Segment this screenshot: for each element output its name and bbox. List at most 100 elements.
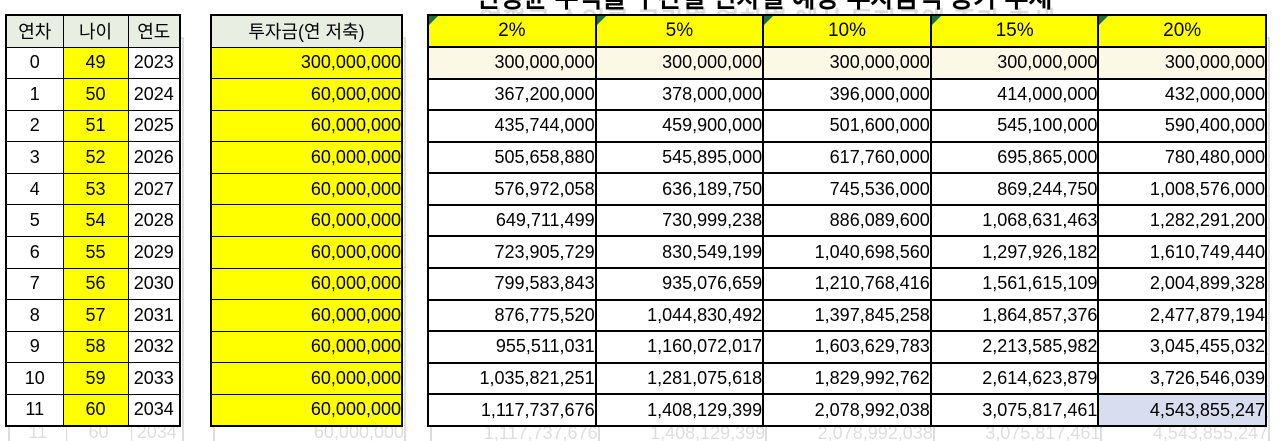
cell[interactable]: 2,614,623,879 (929, 361, 1100, 396)
cell[interactable]: 1 (5, 78, 64, 111)
cell[interactable]: 1,408,129,399 (594, 393, 765, 427)
header-rate-15pct[interactable]: 15% (929, 14, 1100, 48)
cell[interactable]: 4 (5, 172, 64, 206)
cell[interactable]: 1,210,768,416 (762, 267, 932, 301)
cell[interactable]: 799,583,843 (427, 267, 597, 301)
cell[interactable]: 723,905,729 (427, 235, 597, 270)
cell[interactable]: 780,480,000 (1097, 140, 1267, 175)
cell[interactable]: 6 (5, 235, 64, 269)
cell[interactable]: 1,397,845,258 (762, 298, 932, 333)
cell[interactable]: 1,068,631,463 (929, 203, 1100, 238)
cell[interactable]: 56 (62, 267, 129, 301)
cell[interactable]: 1,040,698,560 (762, 235, 932, 270)
cell[interactable]: 49 (62, 46, 129, 80)
cell[interactable]: 2034 (127, 393, 181, 427)
cell[interactable]: 505,658,880 (427, 140, 597, 175)
cell[interactable]: 955,511,031 (427, 330, 597, 364)
cell[interactable]: 745,536,000 (762, 172, 932, 206)
cell[interactable]: 432,000,000 (1097, 77, 1267, 112)
cell[interactable]: 2,213,585,982 (929, 330, 1100, 364)
cell[interactable]: 60,000,000 (210, 204, 403, 237)
cell[interactable]: 1,561,615,109 (929, 267, 1100, 301)
cell[interactable]: 869,244,750 (929, 172, 1100, 206)
cell[interactable]: 300,000,000 (1097, 46, 1267, 80)
cell[interactable]: 11 (5, 393, 64, 427)
cell[interactable]: 1,297,926,182 (929, 235, 1100, 270)
cell[interactable]: 60,000,000 (210, 78, 403, 111)
cell[interactable]: 60,000,000 (210, 362, 403, 395)
cell[interactable]: 60,000,000 (210, 330, 403, 364)
cell[interactable]: 60,000,000 (210, 393, 403, 427)
header-rate-10pct[interactable]: 10% (762, 14, 932, 48)
cell[interactable]: 2,477,879,194 (1097, 298, 1267, 333)
cell[interactable]: 830,549,199 (594, 235, 765, 270)
cell[interactable]: 59 (62, 362, 129, 395)
cell[interactable]: 0 (5, 46, 64, 80)
cell[interactable]: 300,000,000 (427, 46, 597, 80)
cell[interactable]: 1,610,749,440 (1097, 235, 1267, 270)
cell[interactable]: 9 (5, 330, 64, 364)
header-age[interactable]: 나이 (62, 14, 129, 48)
cell[interactable]: 2029 (127, 235, 181, 269)
cell[interactable]: 695,865,000 (929, 140, 1100, 175)
cell[interactable]: 886,089,600 (762, 203, 932, 238)
cell[interactable]: 2,004,899,328 (1097, 267, 1267, 301)
cell[interactable]: 2023 (127, 46, 181, 80)
cell[interactable]: 5 (5, 204, 64, 237)
cell[interactable]: 58 (62, 330, 129, 364)
cell[interactable]: 300,000,000 (210, 46, 403, 80)
cell[interactable]: 300,000,000 (929, 46, 1100, 80)
header-year-index[interactable]: 연차 (5, 14, 64, 48)
cell[interactable]: 53 (62, 172, 129, 206)
cell[interactable]: 636,189,750 (594, 172, 765, 206)
cell[interactable]: 3 (5, 141, 64, 174)
cell[interactable]: 2031 (127, 299, 181, 332)
cell[interactable]: 1,044,830,492 (594, 298, 765, 333)
cell[interactable]: 8 (5, 299, 64, 332)
cell[interactable]: 60,000,000 (210, 172, 403, 206)
cell[interactable]: 590,400,000 (1097, 109, 1267, 143)
cell[interactable]: 300,000,000 (762, 46, 932, 80)
header-investment[interactable]: 투자금(연 저축) (210, 14, 403, 48)
cell[interactable]: 2,078,992,038 (762, 393, 932, 427)
cell[interactable]: 10 (5, 362, 64, 395)
cell[interactable]: 3,726,546,039 (1097, 361, 1267, 396)
header-rate-5pct[interactable]: 5% (594, 14, 765, 48)
cell[interactable]: 2027 (127, 172, 181, 206)
header-year[interactable]: 연도 (127, 14, 181, 48)
cell[interactable]: 1,282,291,200 (1097, 203, 1267, 238)
cell[interactable]: 378,000,000 (594, 77, 765, 112)
cell[interactable]: 1,035,821,251 (427, 361, 597, 396)
cell[interactable]: 2025 (127, 109, 181, 143)
header-rate-20pct[interactable]: 20% (1097, 14, 1267, 48)
cell[interactable]: 2028 (127, 204, 181, 237)
cell[interactable]: 2030 (127, 267, 181, 301)
cell[interactable]: 60,000,000 (210, 141, 403, 174)
header-rate-2pct[interactable]: 2% (427, 14, 597, 48)
cell[interactable]: 7 (5, 267, 64, 301)
cell[interactable]: 1,117,737,676 (427, 393, 597, 427)
cell[interactable]: 1,829,992,762 (762, 361, 932, 396)
cell[interactable]: 57 (62, 299, 129, 332)
cell[interactable]: 649,711,499 (427, 203, 597, 238)
cell[interactable]: 55 (62, 235, 129, 269)
cell[interactable]: 1,864,857,376 (929, 298, 1100, 333)
cell[interactable]: 414,000,000 (929, 77, 1100, 112)
cell[interactable]: 2033 (127, 362, 181, 395)
cell[interactable]: 54 (62, 204, 129, 237)
cell[interactable]: 2 (5, 109, 64, 143)
cell[interactable]: 1,603,629,783 (762, 330, 932, 364)
cell[interactable]: 617,760,000 (762, 140, 932, 175)
cell[interactable]: 300,000,000 (594, 46, 765, 80)
cell[interactable]: 435,744,000 (427, 109, 597, 143)
cell[interactable]: 52 (62, 141, 129, 174)
cell[interactable]: 60 (62, 393, 129, 427)
cell[interactable]: 3,045,455,032 (1097, 330, 1267, 364)
cell[interactable]: 1,160,072,017 (594, 330, 765, 364)
cell[interactable]: 60,000,000 (210, 267, 403, 301)
cell[interactable]: 730,999,238 (594, 203, 765, 238)
cell[interactable]: 396,000,000 (762, 77, 932, 112)
cell[interactable]: 3,075,817,461 (929, 393, 1100, 427)
cell[interactable]: 2026 (127, 141, 181, 174)
cell[interactable]: 51 (62, 109, 129, 143)
